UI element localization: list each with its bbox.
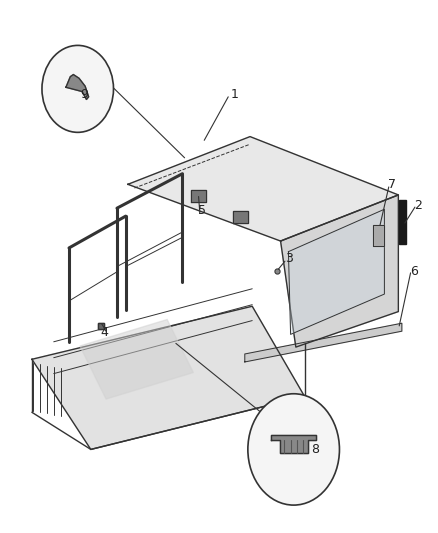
Text: 3: 3	[285, 252, 293, 265]
Text: 9: 9	[80, 87, 88, 101]
Polygon shape	[280, 195, 397, 347]
Text: 6: 6	[409, 265, 417, 278]
Polygon shape	[32, 306, 304, 449]
Polygon shape	[270, 435, 316, 453]
Polygon shape	[232, 212, 248, 223]
Circle shape	[247, 394, 339, 505]
Text: 4: 4	[100, 326, 108, 340]
Circle shape	[42, 45, 113, 132]
Polygon shape	[127, 136, 397, 241]
Text: 1: 1	[230, 87, 238, 101]
Polygon shape	[373, 225, 383, 246]
Text: 8: 8	[311, 443, 319, 456]
Text: 7: 7	[387, 178, 395, 191]
Polygon shape	[66, 75, 88, 100]
Polygon shape	[80, 319, 193, 399]
Text: 2: 2	[413, 199, 421, 212]
Polygon shape	[398, 200, 405, 244]
Text: 5: 5	[198, 204, 205, 217]
Polygon shape	[288, 209, 384, 334]
Polygon shape	[190, 190, 206, 202]
Polygon shape	[244, 323, 401, 362]
